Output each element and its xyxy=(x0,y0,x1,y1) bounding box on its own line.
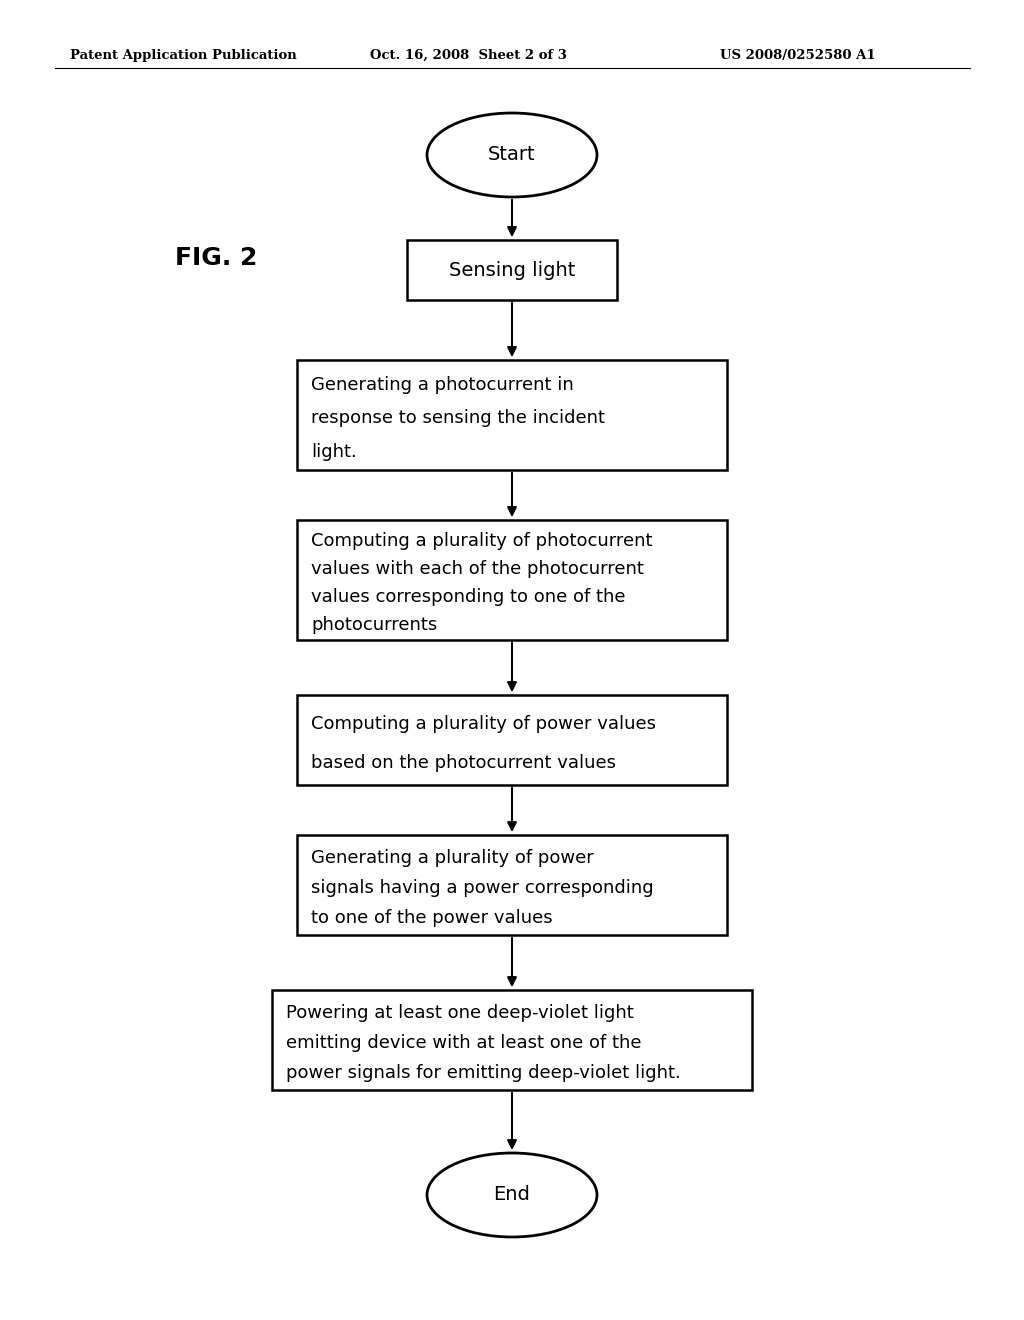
Text: power signals for emitting deep-violet light.: power signals for emitting deep-violet l… xyxy=(286,1064,681,1082)
Text: Patent Application Publication: Patent Application Publication xyxy=(70,49,297,62)
Ellipse shape xyxy=(427,1152,597,1237)
Ellipse shape xyxy=(427,114,597,197)
Bar xyxy=(407,240,617,300)
Bar xyxy=(297,520,727,640)
Text: signals having a power corresponding: signals having a power corresponding xyxy=(311,879,653,898)
Bar xyxy=(297,360,727,470)
Text: response to sensing the incident: response to sensing the incident xyxy=(311,409,605,428)
Text: FIG. 2: FIG. 2 xyxy=(175,246,257,271)
Bar xyxy=(297,836,727,935)
Text: Start: Start xyxy=(488,145,536,165)
Text: Sensing light: Sensing light xyxy=(449,260,575,280)
Text: Powering at least one deep-violet light: Powering at least one deep-violet light xyxy=(286,1003,634,1022)
Text: End: End xyxy=(494,1185,530,1204)
Text: US 2008/0252580 A1: US 2008/0252580 A1 xyxy=(720,49,876,62)
Text: Oct. 16, 2008  Sheet 2 of 3: Oct. 16, 2008 Sheet 2 of 3 xyxy=(370,49,567,62)
Text: emitting device with at least one of the: emitting device with at least one of the xyxy=(286,1034,641,1052)
Text: to one of the power values: to one of the power values xyxy=(311,909,553,928)
Text: values corresponding to one of the: values corresponding to one of the xyxy=(311,587,626,606)
Text: values with each of the photocurrent: values with each of the photocurrent xyxy=(311,560,644,578)
Bar xyxy=(272,990,752,1090)
Text: light.: light. xyxy=(311,442,356,461)
Text: photocurrents: photocurrents xyxy=(311,615,437,634)
Text: Generating a plurality of power: Generating a plurality of power xyxy=(311,849,594,867)
Text: Computing a plurality of power values: Computing a plurality of power values xyxy=(311,715,656,734)
Bar xyxy=(297,696,727,785)
Text: based on the photocurrent values: based on the photocurrent values xyxy=(311,755,616,772)
Text: Generating a photocurrent in: Generating a photocurrent in xyxy=(311,376,573,393)
Text: Computing a plurality of photocurrent: Computing a plurality of photocurrent xyxy=(311,532,652,550)
